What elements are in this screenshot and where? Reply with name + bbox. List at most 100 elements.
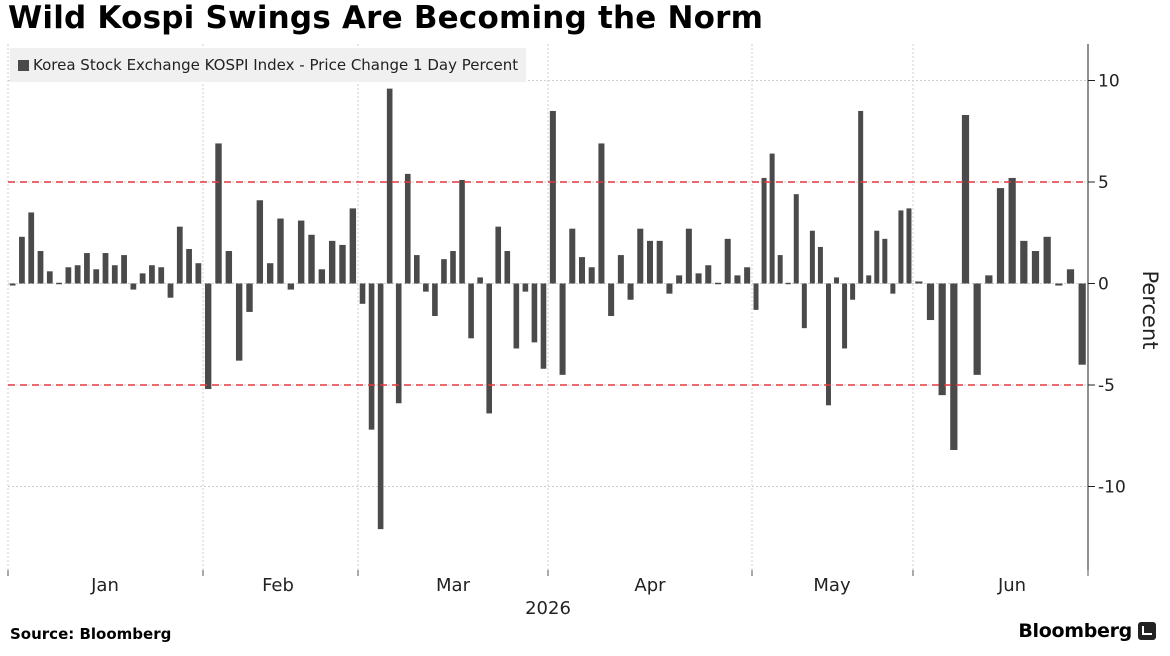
- bar: [1020, 240, 1028, 284]
- bar: [858, 110, 864, 284]
- bar: [549, 110, 556, 284]
- bar: [598, 143, 605, 284]
- bar: [308, 234, 315, 284]
- bar: [56, 282, 62, 285]
- bar: [617, 255, 624, 284]
- bar: [578, 257, 586, 284]
- bar: [246, 283, 253, 312]
- bar: [777, 255, 783, 284]
- bar: [377, 283, 384, 530]
- grid-layer: [7, 44, 1088, 570]
- bar: [359, 283, 366, 304]
- bar: [93, 269, 100, 284]
- x-tick-label: Apr: [634, 575, 666, 596]
- bar: [785, 282, 791, 285]
- x-tick-label: Jun: [997, 575, 1026, 596]
- bars-layer: [9, 88, 1086, 530]
- y-axis-title: Percent: [1138, 270, 1162, 349]
- bar: [386, 88, 393, 284]
- bar: [834, 277, 840, 284]
- bloomberg-chart-icon: [1138, 622, 1156, 640]
- bar: [985, 275, 993, 284]
- bar: [761, 177, 767, 284]
- bar: [938, 283, 946, 396]
- bar: [277, 218, 284, 284]
- bar: [961, 115, 970, 284]
- bar: [588, 267, 595, 284]
- bar: [74, 265, 81, 284]
- bar: [608, 283, 615, 316]
- bar: [825, 283, 831, 406]
- bar: [637, 228, 644, 284]
- bar: [996, 188, 1005, 284]
- bar: [705, 265, 712, 284]
- bar: [287, 283, 295, 290]
- bar: [468, 283, 474, 339]
- bar: [84, 253, 90, 284]
- legend-label: Korea Stock Exchange KOSPI Index - Price…: [33, 56, 519, 74]
- bar: [349, 208, 357, 284]
- bar: [486, 283, 492, 414]
- legend-swatch: [18, 59, 29, 71]
- bar: [368, 283, 375, 430]
- bar: [215, 143, 222, 284]
- bar: [318, 269, 326, 284]
- bar: [753, 283, 759, 310]
- y-tick-label: 5: [1098, 173, 1109, 193]
- x-year-label: 2026: [525, 598, 571, 619]
- bar: [926, 283, 935, 321]
- bar: [850, 283, 856, 300]
- brand-logo: Bloomberg: [1018, 620, 1156, 642]
- bar: [404, 173, 411, 284]
- y-tick-label: 10: [1098, 72, 1120, 92]
- bar: [646, 240, 654, 284]
- bar: [19, 236, 25, 284]
- bar: [158, 267, 165, 284]
- bar: [882, 238, 888, 284]
- bar: [973, 283, 981, 375]
- bar: [1008, 177, 1016, 284]
- bar: [695, 273, 702, 284]
- bar: [414, 255, 420, 284]
- bar: [1031, 251, 1040, 284]
- bar: [328, 240, 336, 284]
- bar: [1066, 269, 1075, 284]
- bar: [235, 283, 243, 361]
- chart-title: Wild Kospi Swings Are Becoming the Norm: [8, 0, 764, 36]
- bar: [676, 275, 683, 284]
- y-tick-label: 0: [1098, 275, 1109, 295]
- bar: [186, 248, 192, 284]
- bar: [769, 153, 775, 284]
- bar: [559, 283, 566, 375]
- bar: [915, 281, 923, 284]
- bar: [801, 283, 807, 329]
- bar: [441, 259, 447, 284]
- bar: [139, 273, 146, 284]
- bar: [46, 271, 53, 284]
- bar: [339, 244, 346, 284]
- bar: [266, 263, 274, 284]
- bar: [1078, 283, 1086, 365]
- bar: [495, 226, 502, 284]
- bar: [450, 251, 456, 284]
- axis-layer: 10 5 0 -5 -10 Jan Feb Mar Apr May Jun 2026 Percent: [7, 44, 1162, 619]
- y-tick-label: -10: [1098, 478, 1126, 498]
- bar: [685, 228, 692, 284]
- x-tick-label: Feb: [262, 575, 294, 596]
- bar: [1043, 236, 1051, 284]
- bar: [724, 238, 731, 284]
- bar: [898, 210, 904, 284]
- bar: [423, 283, 429, 292]
- y-tick-label: -5: [1098, 376, 1115, 396]
- source-note: Source: Bloomberg: [10, 625, 172, 643]
- x-tick-label: Jan: [90, 575, 119, 596]
- bar: [121, 255, 127, 284]
- bar: [9, 283, 16, 286]
- bar: [65, 267, 72, 284]
- bar: [37, 251, 44, 284]
- bar: [866, 275, 872, 284]
- bar: [793, 194, 799, 284]
- bar: [149, 265, 155, 284]
- reference-lines: [8, 181, 1088, 386]
- bar: [540, 283, 547, 369]
